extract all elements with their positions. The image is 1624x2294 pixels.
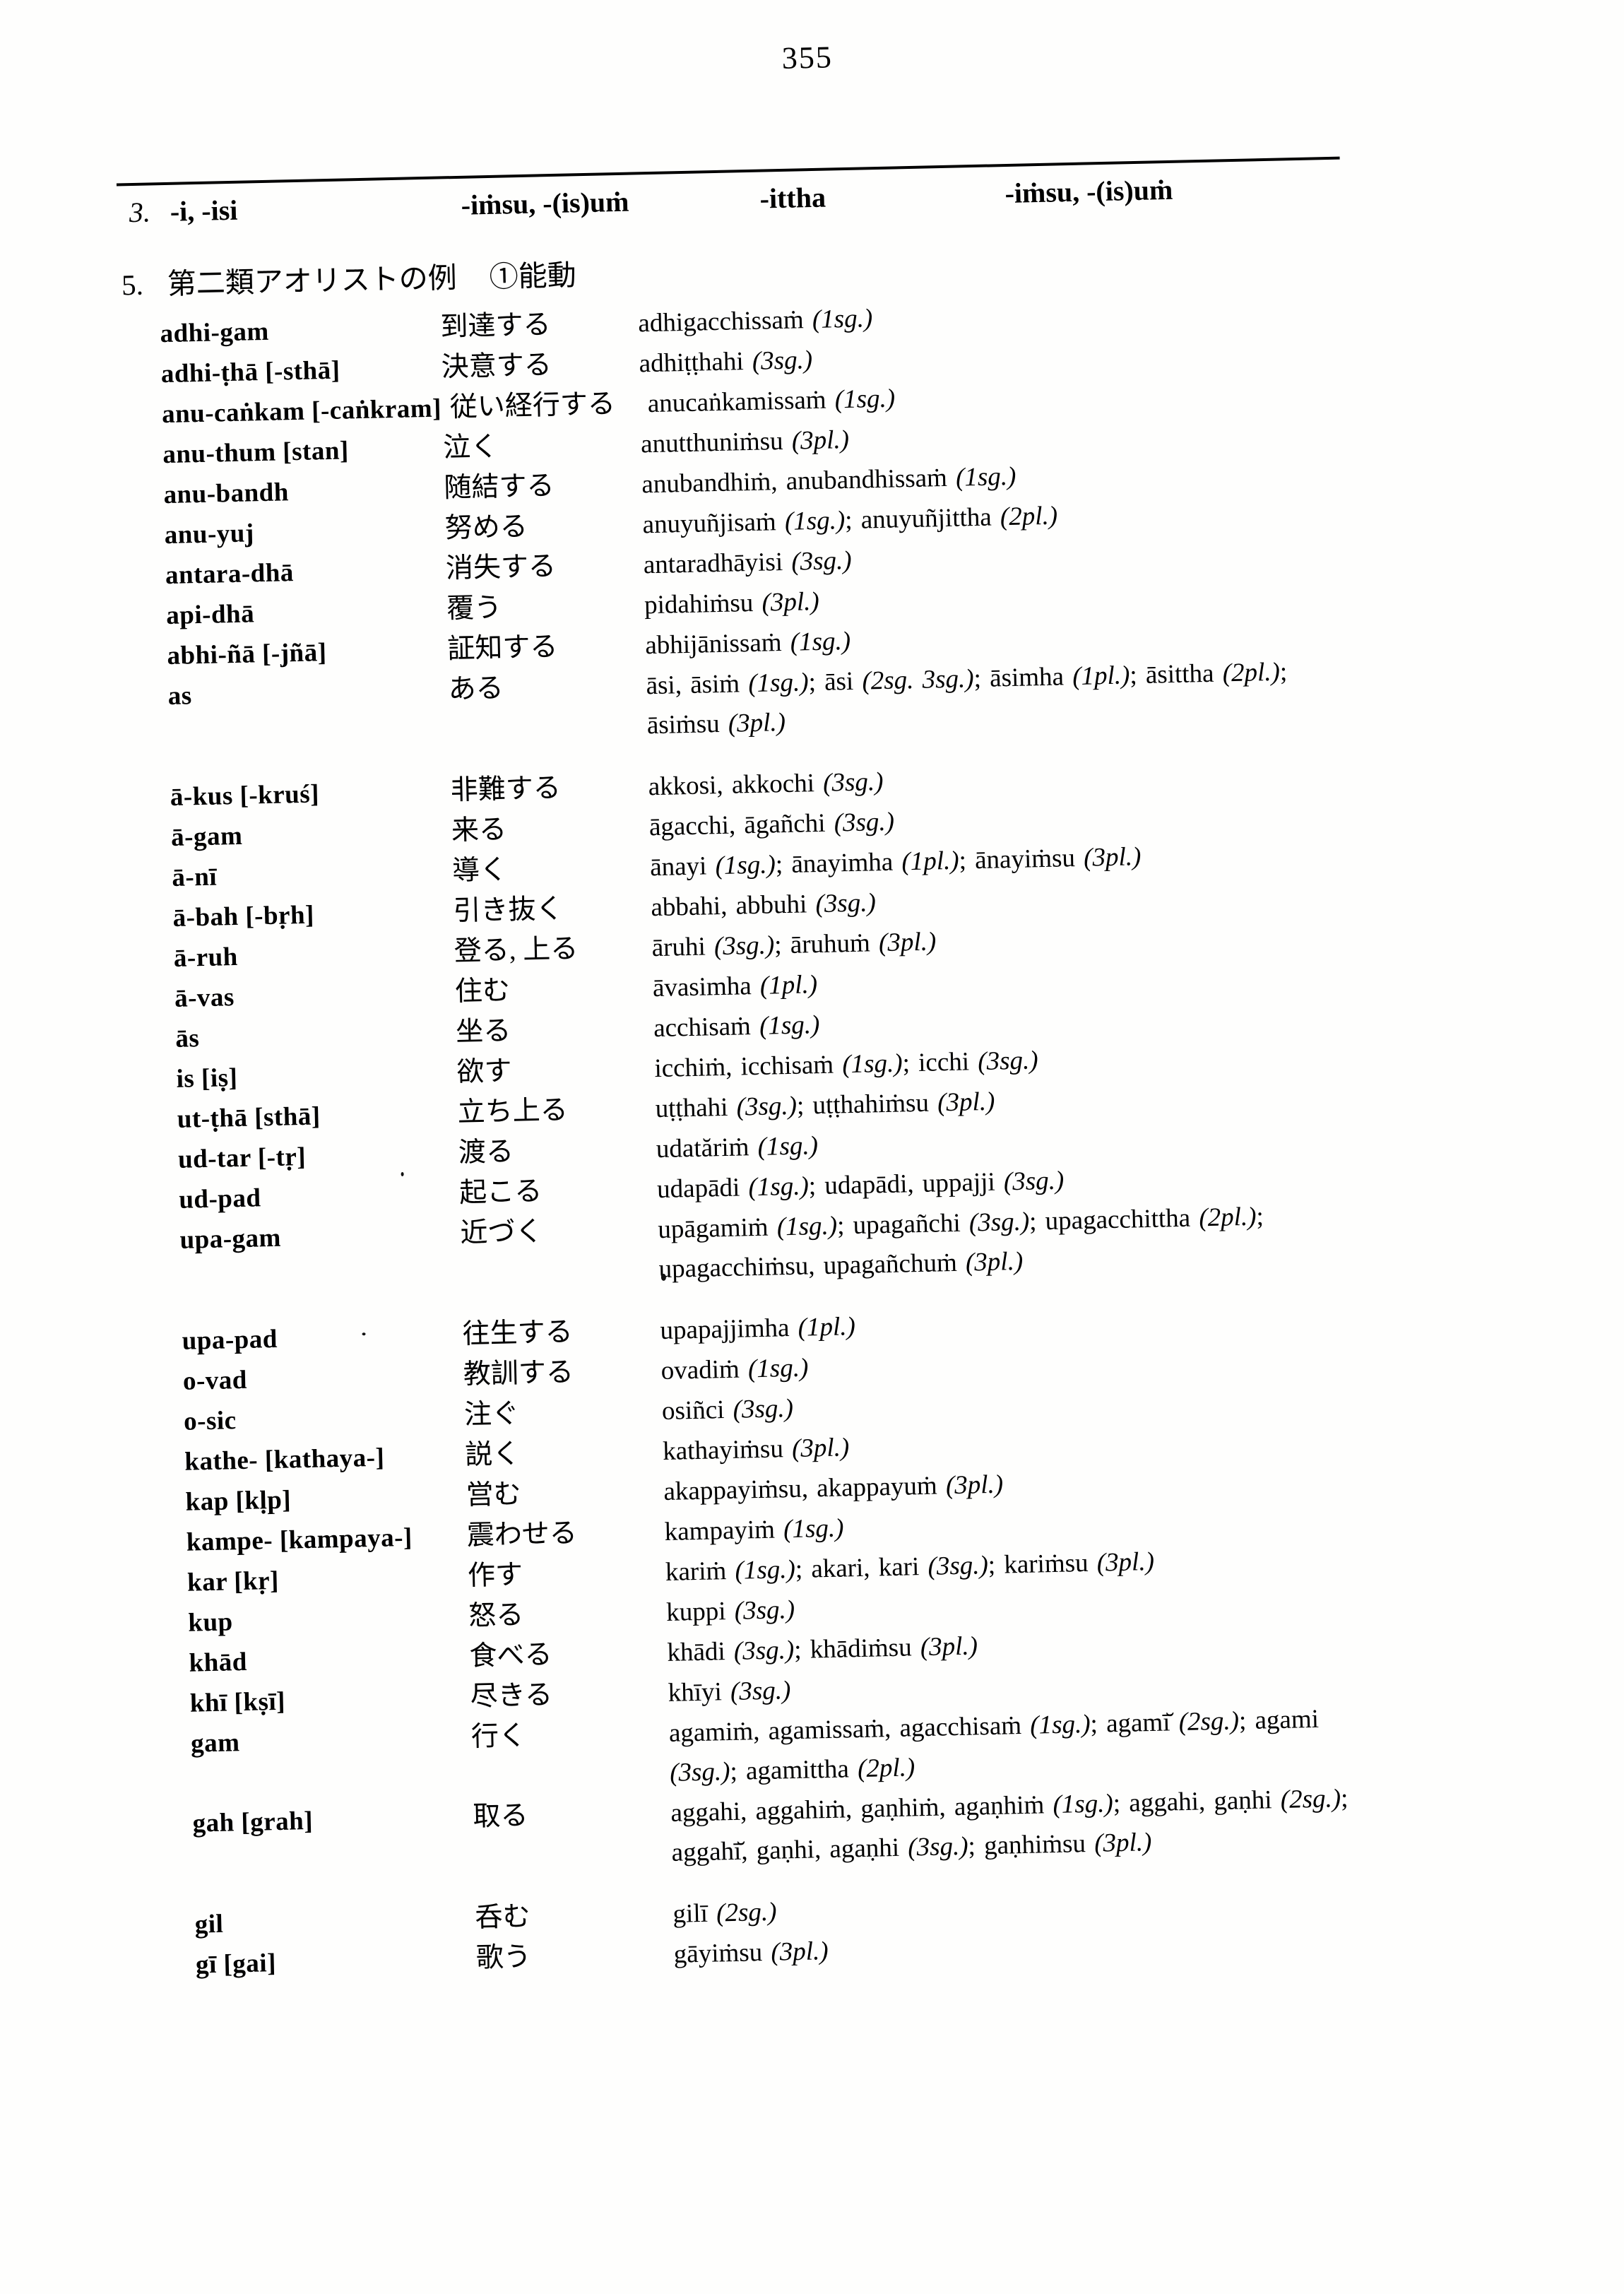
- verb-root: khād: [189, 1647, 248, 1678]
- section-heading: 5. 第二類アオリストの例 ①能動: [121, 251, 577, 303]
- japanese-gloss: 尽きる: [470, 1679, 553, 1713]
- verb-root: gil: [194, 1909, 224, 1939]
- japanese-gloss: 取る: [473, 1800, 528, 1832]
- verb-root: anu-bandh: [163, 478, 290, 510]
- japanese-gloss: 教訓する: [463, 1356, 574, 1390]
- japanese-gloss: 証知する: [446, 631, 558, 665]
- aorist-forms: agamiṁ, agamissaṁ, agacchisaṁ (1sg.); ag…: [668, 1704, 1320, 1787]
- verb-root: as: [167, 681, 193, 711]
- verb-root: kup: [187, 1607, 234, 1638]
- japanese-gloss: 往生する: [462, 1316, 574, 1350]
- verb-root: kar [kṛ]: [186, 1566, 280, 1597]
- japanese-gloss: 随結する: [443, 471, 555, 504]
- verb-root: gam: [190, 1728, 240, 1758]
- japanese-gloss: 起こる: [458, 1176, 543, 1209]
- japanese-gloss: 立ち上る: [457, 1094, 569, 1128]
- endings-cell-first-person: 3. -i, -isi: [129, 194, 238, 229]
- japanese-gloss: 坐る: [455, 1015, 511, 1048]
- endings-cell-plural-2: -iṁsu, -(is)uṁ: [1004, 173, 1173, 210]
- verb-root: adhi-ṭhā [-sthā]: [160, 355, 340, 389]
- verb-root: anu-caṅkam [-caṅkram]: [161, 394, 442, 430]
- japanese-gloss: ある: [448, 673, 504, 705]
- aorist-forms: āsi, āsiṁ (1sg.); āsi (2sg. 3sg.); āsimh…: [646, 657, 1288, 740]
- verb-root: adhi-gam: [160, 317, 270, 349]
- verb-root: ud-tar [-tṛ]: [177, 1142, 307, 1174]
- verb-root: o-vad: [182, 1365, 248, 1396]
- verb-root: ā-gam: [170, 821, 243, 852]
- verb-root: antara-dhā: [165, 558, 295, 591]
- verb-root: gah [grah]: [192, 1806, 314, 1838]
- japanese-gloss: 作す: [467, 1559, 523, 1592]
- japanese-gloss: 渡る: [458, 1136, 514, 1169]
- japanese-gloss: 登る, 上る: [454, 933, 579, 967]
- japanese-gloss: 住む: [454, 975, 511, 1007]
- section-subtitle: ①能動: [489, 259, 577, 293]
- verb-root: ā-kus [-kruś]: [170, 779, 320, 812]
- japanese-gloss: 導く: [451, 854, 508, 887]
- verb-root: abhi-ñā [-jñā]: [167, 638, 327, 671]
- verb-root: khī [kṣī]: [189, 1686, 286, 1718]
- aorist-forms: upāgamiṁ (1sg.); upagañchi (3sg.); upaga…: [657, 1202, 1264, 1284]
- verb-root: kathe- [kathaya-]: [184, 1443, 385, 1477]
- japanese-gloss: 決意する: [441, 350, 552, 383]
- japanese-gloss: 説く: [464, 1438, 521, 1471]
- japanese-gloss: 注ぐ: [463, 1398, 520, 1431]
- verb-root: ā-nī: [171, 862, 218, 892]
- verb-root: anu-thum [stan]: [162, 436, 350, 470]
- aorist-forms: aggahi, aggahiṁ, gaṇhiṁ, agaṇhiṁ (1sg.);…: [670, 1783, 1349, 1867]
- scan-speck: [660, 1273, 666, 1281]
- japanese-gloss: 消失する: [445, 551, 557, 584]
- verb-root: upa-pad: [182, 1324, 278, 1356]
- japanese-gloss: 引き抜く: [453, 893, 564, 927]
- row-number: 3.: [129, 196, 151, 229]
- japanese-gloss: 到達する: [440, 309, 551, 343]
- endings-sg: -i, -isi: [170, 194, 238, 227]
- section-title: 第二類アオリストの例: [167, 261, 458, 300]
- verb-root: o-sic: [183, 1406, 237, 1436]
- japanese-gloss: 怒る: [468, 1600, 524, 1632]
- verb-root: api-dhā: [165, 599, 255, 631]
- verb-root: ā-ruh: [173, 942, 239, 973]
- verb-root: is [iṣ]: [176, 1063, 238, 1094]
- endings-cell-plural-1: -iṁsu, -(is)uṁ: [461, 185, 629, 221]
- verb-root: ut-ṭhā [sthā]: [177, 1101, 321, 1134]
- japanese-gloss: 食べる: [469, 1639, 552, 1672]
- japanese-gloss: 歌う: [475, 1941, 532, 1973]
- japanese-gloss: 呑む: [475, 1901, 531, 1933]
- japanese-gloss: 欲す: [456, 1056, 512, 1088]
- japanese-gloss: 行く: [470, 1720, 527, 1753]
- endings-cell-ittha: -ittha: [759, 181, 826, 215]
- verb-table: adhi-gam 到達する adhigacchissaṁ (1sg.) adhi-ṭh…: [160, 285, 1481, 1985]
- japanese-gloss: 震わせる: [466, 1518, 578, 1551]
- japanese-gloss: 努める: [444, 511, 528, 544]
- verb-root: kap [kḷp]: [185, 1485, 292, 1517]
- japanese-gloss: 従い経行する: [449, 389, 616, 423]
- verb-root: anu-yuj: [164, 519, 255, 550]
- verb-root: ud-pad: [178, 1183, 261, 1214]
- verb-root: kampe- [kampaya-]: [186, 1523, 413, 1557]
- verb-root: ā-vas: [174, 983, 235, 1013]
- japanese-gloss: 泣く: [442, 431, 499, 463]
- verb-root: ās: [174, 1024, 200, 1053]
- scan-speck: [401, 1171, 404, 1176]
- section-number: 5.: [121, 268, 144, 302]
- japanese-gloss: 営む: [466, 1479, 522, 1511]
- verb-root: ā-bah [-bṛh]: [172, 900, 315, 933]
- japanese-gloss: 覆う: [446, 592, 502, 625]
- verb-root: upa-gam: [179, 1223, 282, 1255]
- verb-root: gī [gai]: [195, 1949, 277, 1980]
- japanese-gloss: 近づく: [459, 1216, 543, 1249]
- page-number: 355: [781, 40, 834, 76]
- japanese-gloss: 来る: [451, 814, 507, 846]
- japanese-gloss: 非難する: [450, 772, 562, 806]
